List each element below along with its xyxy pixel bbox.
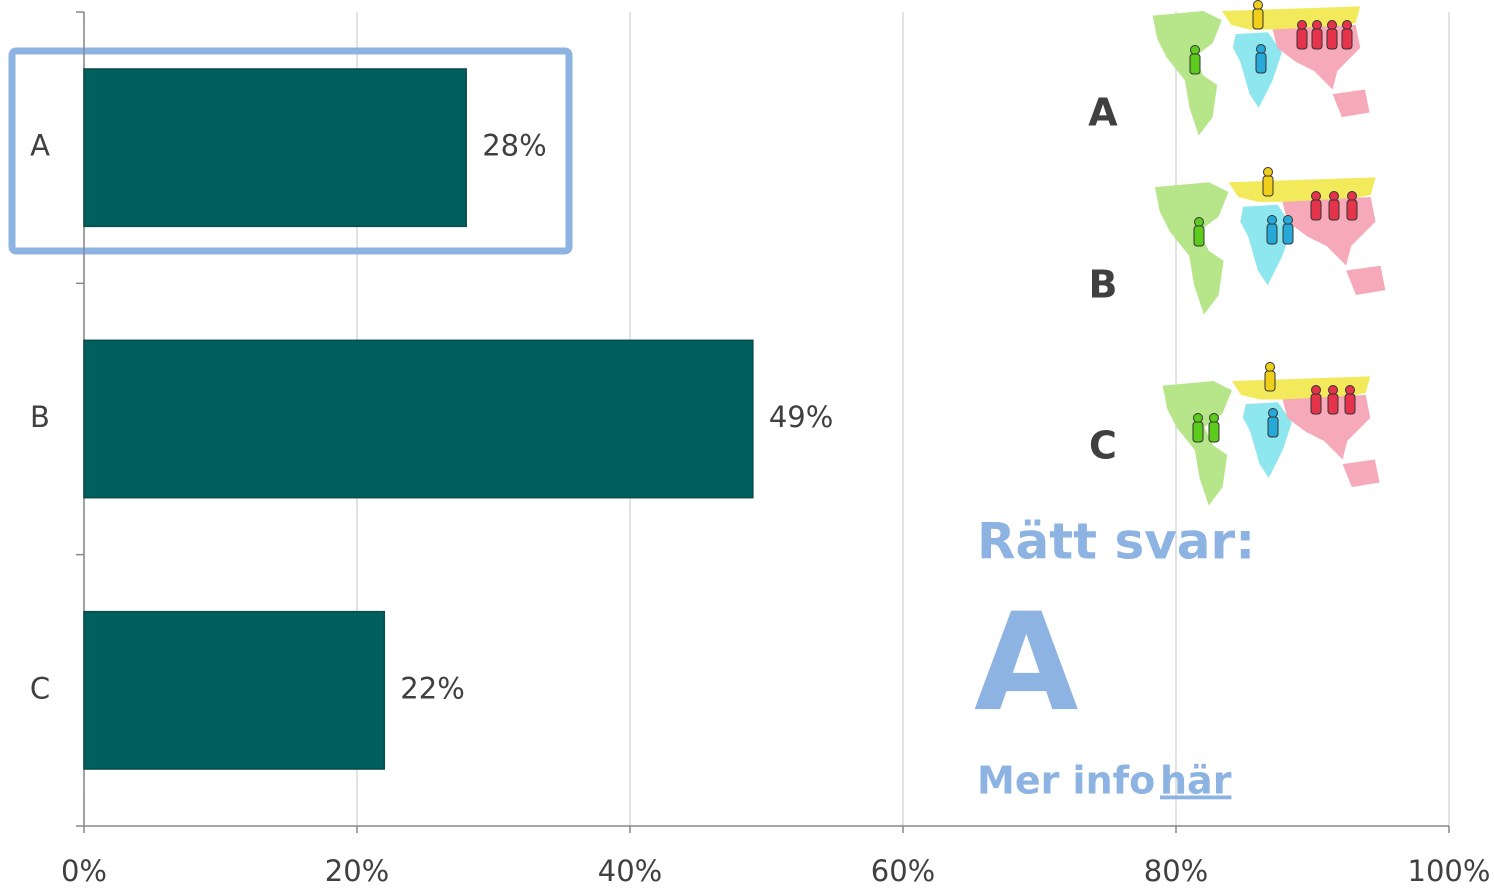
map-c: [1162, 361, 1380, 506]
highlight-box: [8, 47, 573, 255]
more-info-link[interactable]: här: [1160, 759, 1232, 803]
value-label: 49%: [769, 400, 833, 434]
value-label: 22%: [400, 671, 464, 705]
map-b: [1154, 166, 1386, 315]
y-tick-label: C: [30, 671, 50, 705]
more-info: Mer info: [977, 759, 1155, 803]
x-tick-label: 80%: [1144, 854, 1208, 888]
value-label: 28%: [482, 129, 546, 163]
bar: [83, 610, 386, 770]
x-tick-label: 40%: [598, 854, 662, 888]
bar: [83, 339, 754, 499]
map-label: A: [1088, 91, 1118, 135]
x-tick-label: 100%: [1408, 854, 1491, 888]
y-tick-label: A: [30, 129, 50, 163]
x-tick-label: 20%: [325, 854, 389, 888]
x-tick-label: 0%: [61, 854, 107, 888]
y-tick-label: B: [30, 400, 50, 434]
answer-heading: Rätt svar:: [977, 513, 1255, 571]
map-label: B: [1089, 263, 1118, 307]
x-tick-label: 60%: [871, 854, 935, 888]
map-a: [1152, 0, 1370, 136]
answer-letter: A: [974, 584, 1078, 741]
bar: [83, 68, 467, 228]
map-label: C: [1089, 424, 1117, 468]
